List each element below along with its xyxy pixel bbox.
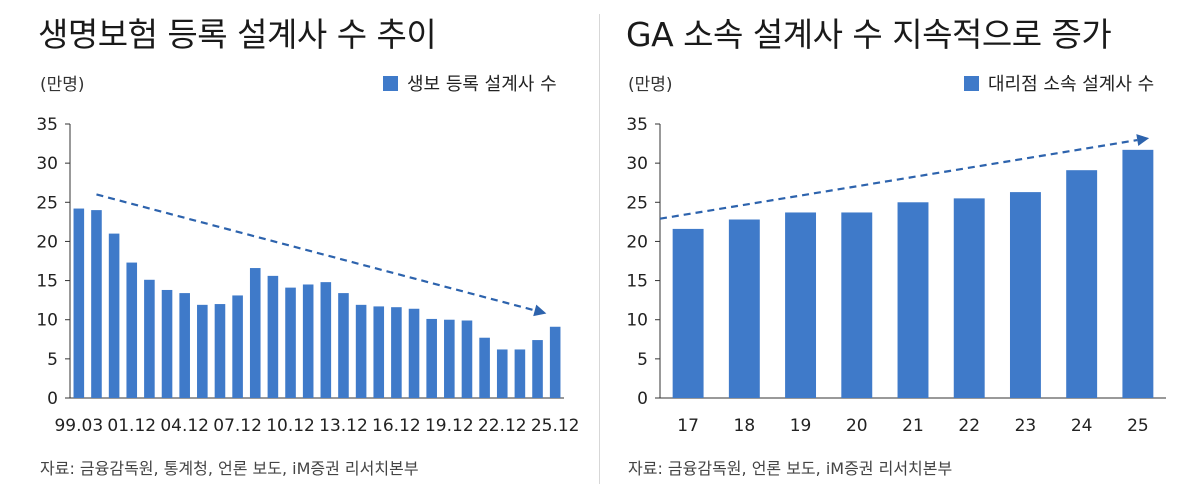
left-x-tick-label: 25.12 [531, 416, 580, 436]
right-x-tick-label: 25 [1127, 416, 1149, 436]
left-chart-panel: 생명보험 등록 설계사 수 추이 (만명) 생보 등록 설계사 수 0 5 10 15… [0, 0, 598, 499]
left-y-tick-label: 35 [36, 115, 58, 135]
right-x-tick-label: 18 [734, 416, 756, 436]
left-source-note: 자료: 금융감독원, 통계청, 언론 보도, iM증권 리서치본부 [40, 459, 419, 478]
left-bar [73, 208, 85, 398]
left-legend: 생보 등록 설계사 수 [383, 70, 557, 96]
right-bar [841, 212, 873, 398]
left-bar [496, 349, 508, 398]
left-bar [320, 282, 332, 398]
right-y-tick-label: 15 [626, 272, 648, 292]
right-bar [897, 202, 929, 398]
right-x-tick-label: 21 [902, 416, 924, 436]
left-bar [391, 307, 402, 398]
left-bar [161, 289, 173, 398]
right-bar [953, 198, 985, 398]
right-bar [1066, 170, 1098, 398]
left-y-tick-label: 15 [36, 272, 58, 292]
left-x-tick-label: 10.12 [266, 416, 315, 436]
left-x-tick-label: 16.12 [372, 416, 421, 436]
left-bar [144, 279, 155, 398]
right-y-tick-label: 10 [626, 311, 648, 331]
left-bar [285, 287, 296, 398]
left-bar [426, 318, 437, 398]
left-y-tick-label: 10 [36, 311, 58, 331]
left-bar [302, 284, 314, 398]
right-x-tick-label: 24 [1071, 416, 1093, 436]
left-bar [549, 326, 561, 398]
left-bar [373, 306, 385, 398]
right-bar-chart: 0 5 10 15 20 25 30 35 17 18 19 20 21 22 23 24 25 [626, 115, 1166, 436]
left-legend-swatch [383, 75, 398, 91]
right-x-tick-label: 22 [958, 416, 980, 436]
right-trend-line [659, 138, 1138, 220]
left-bar [197, 304, 208, 398]
right-y-tick-label: 5 [637, 350, 648, 370]
panel-divider [599, 14, 600, 484]
left-chart-title: 생명보험 등록 설계사 수 추이 [38, 15, 437, 54]
left-x-tick-label: 99.03 [54, 416, 103, 436]
right-bar [1009, 192, 1041, 398]
left-y-tick-label: 25 [36, 193, 58, 213]
right-y-tick-label: 20 [626, 232, 648, 252]
left-x-tick-label: 22.12 [478, 416, 527, 436]
left-bar [479, 337, 490, 398]
right-chart-title: GA 소속 설계사 수 지속적으로 증가 [626, 15, 1112, 54]
left-legend-label: 생보 등록 설계사 수 [407, 74, 557, 95]
left-bar [338, 293, 349, 398]
left-trend-arrowhead [533, 304, 547, 317]
right-bar [1122, 149, 1154, 398]
right-x-tick-label: 19 [790, 416, 812, 436]
right-x-tick-label: 17 [677, 416, 699, 436]
left-bar [179, 293, 190, 398]
left-bar [249, 268, 261, 398]
left-x-tick-label: 01.12 [107, 416, 156, 436]
left-bar [232, 295, 243, 398]
right-y-tick-label: 35 [626, 115, 648, 135]
left-y-tick-label: 0 [47, 389, 58, 409]
left-bar [461, 320, 473, 398]
left-x-tick-label: 19.12 [425, 416, 474, 436]
right-bar [728, 219, 760, 398]
left-trend-line [96, 193, 536, 312]
left-bar [267, 275, 279, 398]
right-y-tick-label: 0 [637, 389, 648, 409]
right-y-unit-label: (만명) [628, 75, 673, 95]
left-bar [108, 233, 120, 398]
left-y-tick-label: 5 [47, 350, 58, 370]
left-bar [355, 304, 367, 398]
left-x-tick-label: 07.12 [213, 416, 262, 436]
right-legend-swatch [964, 75, 979, 91]
right-legend: 대리점 소속 설계사 수 [964, 70, 1154, 96]
right-y-tick-label: 30 [626, 154, 648, 174]
right-x-tick-label: 20 [846, 416, 868, 436]
right-bar [672, 228, 704, 398]
right-chart-panel: GA 소속 설계사 수 지속적으로 증가 (만명) 대리점 소속 설계사 수 0… [600, 0, 1198, 499]
left-x-tick-label: 13.12 [319, 416, 368, 436]
right-legend-label: 대리점 소속 설계사 수 [988, 74, 1155, 95]
right-x-tick-label: 23 [1015, 416, 1037, 436]
left-bar [532, 340, 543, 398]
left-bar [214, 304, 226, 398]
left-bar [408, 308, 420, 398]
right-source-note: 자료: 금융감독원, 언론 보도, iM증권 리서치본부 [628, 459, 953, 478]
left-y-unit-label: (만명) [40, 75, 85, 95]
right-bar [785, 212, 817, 398]
left-y-tick-label: 30 [36, 154, 58, 174]
left-y-tick-label: 20 [36, 232, 58, 252]
left-x-tick-label: 04.12 [160, 416, 209, 436]
right-trend-arrowhead [1136, 134, 1150, 146]
left-bar [514, 349, 526, 398]
left-bar [91, 210, 102, 398]
left-bar [444, 319, 455, 398]
right-y-tick-label: 25 [626, 193, 648, 213]
left-bar [126, 262, 138, 398]
